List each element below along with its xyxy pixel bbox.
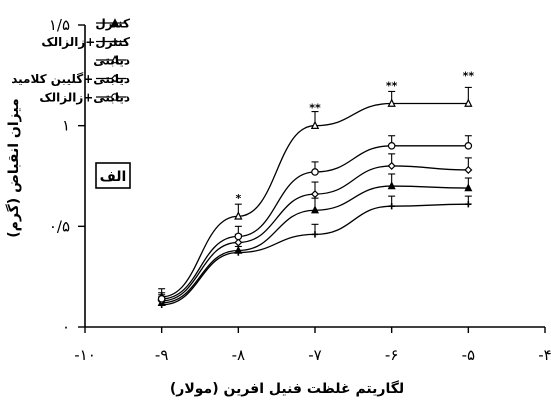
x-tick-label: -۶ (385, 346, 398, 364)
x-tick-label: -۷ (308, 346, 321, 364)
data-point (464, 183, 473, 192)
data-point (464, 142, 473, 150)
y-tick-label: ۰/۵ (49, 217, 70, 235)
x-tick-label: -۹ (155, 346, 168, 364)
data-point (234, 211, 243, 220)
x-tick-label: -۴ (538, 346, 551, 364)
data-point (387, 161, 396, 170)
series-line (161, 145, 469, 300)
data-point (387, 142, 396, 150)
y-axis-title: میزان انقباض (گرم) (5, 98, 22, 237)
legend-item-2: کنترل+زالزالک (41, 35, 130, 49)
data-point (310, 205, 320, 214)
legend-label: دیابتی (93, 54, 130, 68)
data-point (234, 232, 243, 241)
data-point (465, 200, 472, 208)
legend-label: کنترل+زالزالک (41, 35, 130, 49)
panel-label: الف (100, 169, 127, 185)
significance-mark: ** (386, 79, 398, 92)
series-line (161, 102, 469, 298)
significance-mark: ** (309, 102, 321, 115)
legend-marker (110, 74, 120, 83)
legend-item-4: دیابتی+گلیبن کلامید (11, 72, 130, 86)
data-point (464, 98, 473, 107)
series-2 (158, 195, 472, 309)
legend-label: کنترل (95, 17, 130, 31)
series-line (161, 165, 469, 302)
data-point (387, 98, 396, 107)
y-tick-label: ۰ (62, 318, 70, 336)
data-point (311, 231, 319, 238)
data-point (310, 190, 320, 199)
axes: -۱۰ -۹ -۸ -۷ -۶ -۵ -۴ ۰ ۰/۵ ۱ ۱/۵ (49, 16, 551, 364)
x-axis-title: لگاریتم غلظت فنیل افرین (مولار) (170, 380, 404, 397)
data-point (235, 249, 242, 256)
series-line (161, 185, 469, 304)
legend-marker (111, 93, 119, 101)
legend-label: دیابتی+گلیبن کلامید (11, 72, 130, 86)
significance-mark: * (235, 192, 241, 205)
y-tick-label: ۱/۵ (49, 16, 70, 34)
legend-marker (110, 54, 120, 64)
significance-mark: ** (463, 69, 475, 82)
y-tick-label: ۱ (62, 117, 70, 135)
data-point (310, 120, 320, 129)
series-4 (157, 153, 473, 305)
legend-item-5: دیابتی+زالزالک (39, 91, 130, 105)
legend-label: دیابتی+زالزالک (39, 91, 130, 105)
legend-marker (111, 38, 119, 45)
legend: کنترل کنترل+زالزالک دیابتی دیابتی+گلیبن کلا… (11, 17, 130, 105)
series-layer (157, 86, 473, 309)
x-tick-label: -۸ (232, 346, 245, 364)
panel-label-box: الف (95, 162, 131, 189)
data-point (464, 165, 473, 175)
data-point (234, 238, 243, 247)
annotation-layer: ******* (235, 69, 474, 205)
series-5 (157, 135, 473, 303)
series-3 (157, 86, 473, 301)
data-point (387, 181, 396, 190)
series-line (161, 203, 469, 306)
data-point (388, 203, 395, 210)
legend-item-3: دیابتی (93, 54, 130, 68)
data-point (311, 168, 319, 176)
x-tick-label: -۱۰ (74, 346, 96, 364)
legend-marker (110, 18, 120, 27)
x-tick-label: -۵ (462, 346, 475, 364)
legend-item-1: کنترل (95, 17, 130, 31)
data-point (157, 295, 166, 303)
